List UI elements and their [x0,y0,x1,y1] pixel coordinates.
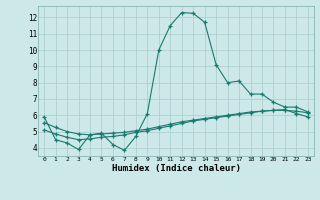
X-axis label: Humidex (Indice chaleur): Humidex (Indice chaleur) [111,164,241,173]
